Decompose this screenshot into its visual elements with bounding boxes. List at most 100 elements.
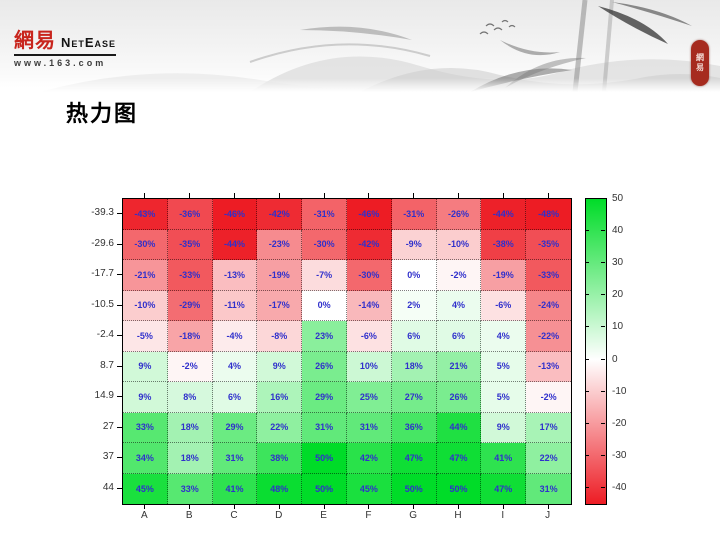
y-axis-tick-label: 27 [102, 420, 114, 432]
x-axis-tick-label: E [320, 510, 327, 521]
colorbar-tick [601, 262, 605, 264]
x-axis-tick [502, 504, 504, 509]
colorbar-tick [601, 486, 605, 488]
x-axis-tick [189, 193, 191, 198]
heatmap-cell: 0% [302, 290, 347, 321]
y-axis-tick [117, 365, 122, 367]
y-axis-tick-label: 8.7 [100, 359, 114, 371]
colorbar-tick [585, 198, 589, 199]
heatmap-cell: 4% [436, 290, 482, 321]
heatmap-cell: 48% [257, 473, 303, 504]
x-axis-tick-label: J [545, 510, 551, 521]
x-axis-tick-label: C [230, 510, 238, 521]
heatmap-cell: -22% [526, 321, 571, 352]
heatmap-cell: 47% [481, 473, 527, 504]
heatmap-cell: -9% [391, 229, 437, 260]
colorbar-tick [585, 230, 589, 232]
heatmap-cell: -14% [346, 290, 392, 321]
logo-row: 網易 NetEase [14, 24, 117, 56]
heatmap-cell: 10% [346, 351, 392, 382]
x-axis-tick [278, 504, 280, 509]
x-axis-tick [413, 193, 415, 198]
heatmap-cell: -44% [212, 229, 258, 260]
heatmap-cell: 18% [167, 443, 213, 474]
heatmap-cell: -38% [481, 229, 527, 260]
heatmap-cell: 4% [212, 351, 258, 382]
heatmap-cell: -30% [123, 229, 168, 260]
heatmap-cell: -43% [123, 199, 168, 230]
heatmap-cell: 45% [346, 473, 392, 504]
heatmap-cell: 31% [212, 443, 258, 474]
x-axis-tick [547, 193, 549, 198]
x-axis-tick-label: I [501, 510, 505, 521]
heatmap-cell: 0% [391, 260, 437, 291]
colorbar-tick-label: 20 [612, 289, 624, 301]
heatmap-cell: -21% [123, 260, 168, 291]
x-axis-tick-label: A [141, 510, 148, 521]
y-axis-tick-label: 44 [102, 481, 114, 493]
heatmap-cell: -19% [481, 260, 527, 291]
colorbar-tick-label: 50 [612, 193, 624, 204]
colorbar-tick [585, 262, 589, 264]
heatmap-cell: 18% [167, 412, 213, 443]
heatmap-cell: 33% [123, 412, 168, 443]
x-axis-tick [323, 193, 325, 198]
heatmap-cell: 9% [257, 351, 303, 382]
colorbar-tick [601, 390, 605, 392]
heatmap-cell: -17% [257, 290, 303, 321]
colorbar-tick-label: 0 [612, 353, 618, 365]
y-axis-tick [117, 396, 122, 398]
netease-logo: 網易 NetEase www.163.com [14, 24, 117, 68]
x-axis-tick [323, 504, 325, 509]
heatmap-cell: 22% [257, 412, 303, 443]
heatmap-cell: 22% [526, 443, 571, 474]
y-axis-tick [117, 487, 122, 489]
heatmap-cell: 47% [391, 443, 437, 474]
seal-text: 網易 [695, 53, 705, 73]
x-axis-tick [458, 504, 459, 509]
colorbar-tick [601, 454, 605, 456]
heatmap-cell: 8% [167, 382, 213, 413]
heatmap-cell: 50% [302, 473, 347, 504]
x-axis-tick [458, 193, 459, 198]
x-axis-tick [368, 504, 370, 509]
logo-url-text: www.163.com [14, 58, 107, 68]
y-axis-tick-label: -10.5 [91, 298, 114, 310]
heatmap-cell: -44% [481, 199, 527, 230]
x-axis-tick [547, 504, 549, 509]
x-axis-tick-label: G [409, 510, 418, 521]
x-axis-tick [144, 504, 146, 509]
heatmap-cell: 5% [481, 382, 527, 413]
y-axis-tick-label: 14.9 [94, 390, 114, 402]
y-axis-tick [117, 213, 122, 215]
heatmap-cell: -5% [123, 321, 168, 352]
x-axis-tick-label: B [185, 510, 193, 521]
heatmap-cell: 34% [123, 443, 168, 474]
colorbar-tick-label: 40 [612, 225, 624, 237]
heatmap-cell: -42% [257, 199, 303, 230]
y-axis-tick [117, 304, 122, 306]
slide-header: 網易 NetEase www.163.com 網易 [0, 0, 720, 92]
heatmap-cell: 31% [346, 412, 392, 443]
logo-en-text: NetEase [61, 35, 117, 50]
heatmap-cell: 29% [302, 382, 347, 413]
heatmap-cell: -33% [167, 260, 213, 291]
heatmap-cell: 50% [436, 473, 482, 504]
heatmap-cell: -48% [526, 199, 571, 230]
heatmap-cell: -29% [167, 290, 213, 321]
y-axis-tick [117, 426, 122, 428]
heatmap-cell: 29% [212, 412, 258, 443]
heatmap-grid: -43% -36% -46% -42% -31% -46% -31% -26% -44% -48%… [122, 198, 572, 505]
heatmap-cell: 5% [481, 351, 527, 382]
colorbar-tick [585, 454, 589, 456]
x-axis-tick [234, 504, 235, 509]
heatmap-cell: 18% [391, 351, 437, 382]
x-axis-tick-label: F [365, 510, 372, 521]
heatmap-cell: -7% [302, 260, 347, 291]
colorbar-tick-label: 30 [612, 257, 624, 269]
heatmap-cell: 16% [257, 382, 303, 413]
birds-icon [479, 19, 516, 35]
colorbar-tick-label: -30 [612, 449, 627, 461]
colorbar-tick [601, 326, 605, 328]
